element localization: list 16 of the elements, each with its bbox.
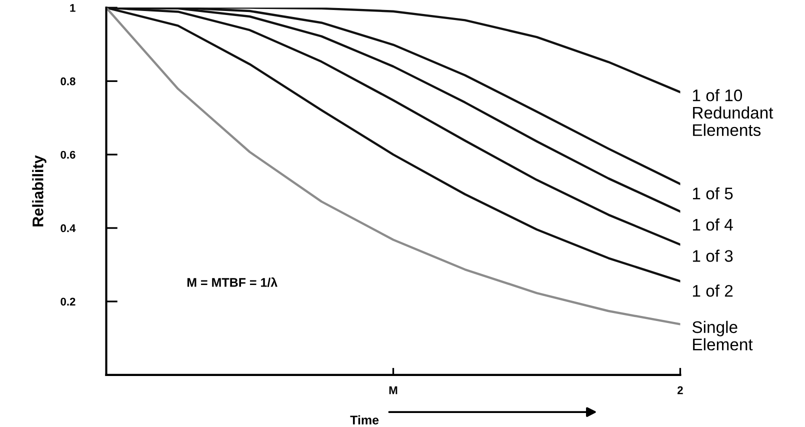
x-axis-title: Time xyxy=(350,415,379,424)
series-label: 1 of 5 xyxy=(692,187,733,200)
series-label: 1 of 3 xyxy=(692,250,733,262)
x-tick-label: M xyxy=(389,386,398,394)
y-tick-label: 0.8 xyxy=(60,77,76,86)
y-axis-title: Reliability xyxy=(32,155,46,226)
series-label: Single Element xyxy=(692,320,753,350)
annotation: M = MTBF = 1/λ xyxy=(187,277,278,288)
x-tick-label: 2 xyxy=(678,386,683,394)
y-tick-label: 0.4 xyxy=(60,224,76,232)
y-tick-label: 1 xyxy=(70,4,76,12)
y-tick-label: 0.6 xyxy=(60,150,76,159)
y-tick-label: 0.2 xyxy=(60,298,76,306)
series-label: 1 of 10 Redundant Elements xyxy=(692,89,774,136)
series-label: 1 of 2 xyxy=(692,284,733,297)
series-label: 1 of 4 xyxy=(692,218,733,231)
